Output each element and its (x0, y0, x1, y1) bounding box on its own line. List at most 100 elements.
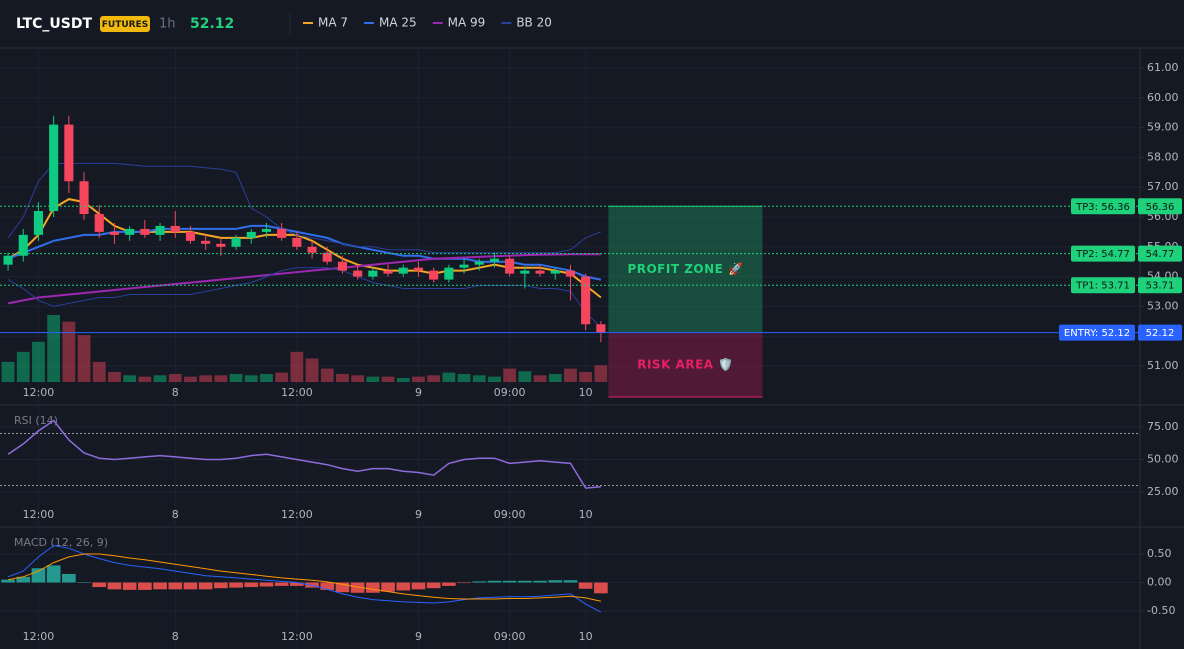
candle-body (398, 267, 408, 274)
pane: 25.00 50.00 75.00 12:00 8 12:00 9 09:00 10 RSI (1… (0, 405, 1179, 527)
candle-body (520, 270, 530, 274)
histogram-bar (548, 580, 563, 583)
histogram-bar (46, 565, 61, 583)
x-tick-label: 9 (415, 386, 422, 399)
histogram-bar (472, 581, 487, 583)
histogram-bar (290, 582, 304, 586)
candle-body (429, 270, 439, 280)
candle-body (353, 270, 363, 277)
ma-line (7, 224, 602, 281)
candle-body (170, 225, 180, 232)
volume-bar (184, 376, 197, 382)
histogram-bar (92, 582, 107, 588)
candle-body (185, 231, 196, 241)
volume-bar (47, 315, 61, 382)
candle-body (18, 234, 28, 256)
volume-bar (153, 375, 167, 382)
candle-body (49, 124, 59, 212)
candle-body (140, 228, 150, 235)
candle-body (368, 270, 378, 277)
candle-body (474, 261, 484, 265)
legend-label: MA 7 (318, 16, 348, 30)
histogram-bar (214, 582, 228, 589)
axis-tag: 53.71 (1146, 281, 1175, 292)
badge: FUTURES (102, 20, 148, 30)
volume-bar (336, 373, 349, 382)
histogram-bar (426, 582, 441, 589)
candle-body (444, 267, 454, 280)
histogram-bar (244, 582, 259, 588)
level-tag: TP1: 53.71 (1075, 281, 1130, 292)
histogram-bar (183, 582, 198, 590)
candle-body (246, 231, 256, 238)
histogram-bar (533, 580, 547, 583)
x-tick-label: 12:00 (23, 630, 55, 643)
y-tick-label: 60.00 (1147, 91, 1179, 104)
volume-bar (503, 368, 517, 382)
volume-bar (564, 368, 577, 382)
axis-tag-bg (1138, 198, 1182, 215)
candle-body (337, 261, 348, 271)
level-tag-bg (1071, 245, 1135, 262)
volume-bar (594, 365, 608, 382)
level-tag-bg (1071, 277, 1135, 294)
volume-bar (77, 335, 91, 382)
volume-bar (1, 361, 15, 382)
histogram-bar (122, 582, 137, 590)
volume-bar (381, 376, 395, 382)
x-tick-label: 09:00 (494, 386, 526, 399)
histogram-bar (138, 582, 152, 590)
histogram-bar (396, 582, 411, 591)
volume-bar (412, 376, 425, 382)
candle-body (79, 181, 89, 215)
volume-bar (579, 371, 593, 382)
histogram-bar (168, 582, 183, 590)
volume-bar (260, 373, 273, 382)
y-tick-label: 58.00 (1147, 150, 1179, 163)
histogram-bar (335, 582, 350, 593)
volume-bar (199, 375, 213, 382)
histogram-bar (442, 582, 456, 586)
axis-tag: 52.12 (1146, 328, 1175, 339)
volume-bar (396, 377, 410, 382)
volume-bar (548, 373, 562, 382)
x-tick-label: 9 (415, 508, 422, 521)
x-tick-label: 12:00 (281, 508, 313, 521)
band-line (7, 267, 602, 328)
volume-bar (275, 372, 289, 382)
volume-bar (351, 375, 365, 382)
band-line (7, 162, 602, 254)
histogram-bar (578, 582, 593, 589)
histogram-bar (502, 580, 517, 583)
x-tick-label: 10 (579, 386, 593, 399)
y-tick-label: 75.00 (1147, 420, 1179, 433)
volume-bar (305, 358, 319, 382)
y-tick-label: 50.00 (1147, 452, 1179, 465)
volume-bar (518, 371, 532, 382)
histogram-bar (518, 580, 532, 583)
y-tick-label: 0.50 (1147, 547, 1172, 560)
axis-tag: 56.36 (1146, 202, 1175, 213)
volume-bar (108, 371, 121, 382)
volume-bar (457, 373, 471, 382)
candle-body (3, 255, 13, 265)
level-tag: TP2: 54.77 (1075, 249, 1130, 260)
y-tick-label: 0.00 (1147, 576, 1172, 589)
volume-bar (123, 375, 137, 382)
level-tag: TP3: 56.36 (1075, 202, 1130, 213)
macd-line (7, 544, 602, 613)
y-tick-label: 59.00 (1147, 121, 1179, 134)
histogram-bar (62, 573, 76, 583)
zone (608, 206, 763, 333)
zone (608, 332, 763, 397)
candle-body (413, 267, 424, 271)
histogram-bar (107, 582, 122, 590)
histogram-bar (31, 568, 46, 583)
volume-bar (214, 375, 228, 382)
candle-body (231, 237, 241, 247)
candle-body (596, 324, 606, 333)
histogram-bar (381, 582, 395, 592)
histogram-bar (198, 582, 213, 590)
candle-body (307, 246, 317, 253)
last-price: 52.12 (190, 16, 234, 32)
